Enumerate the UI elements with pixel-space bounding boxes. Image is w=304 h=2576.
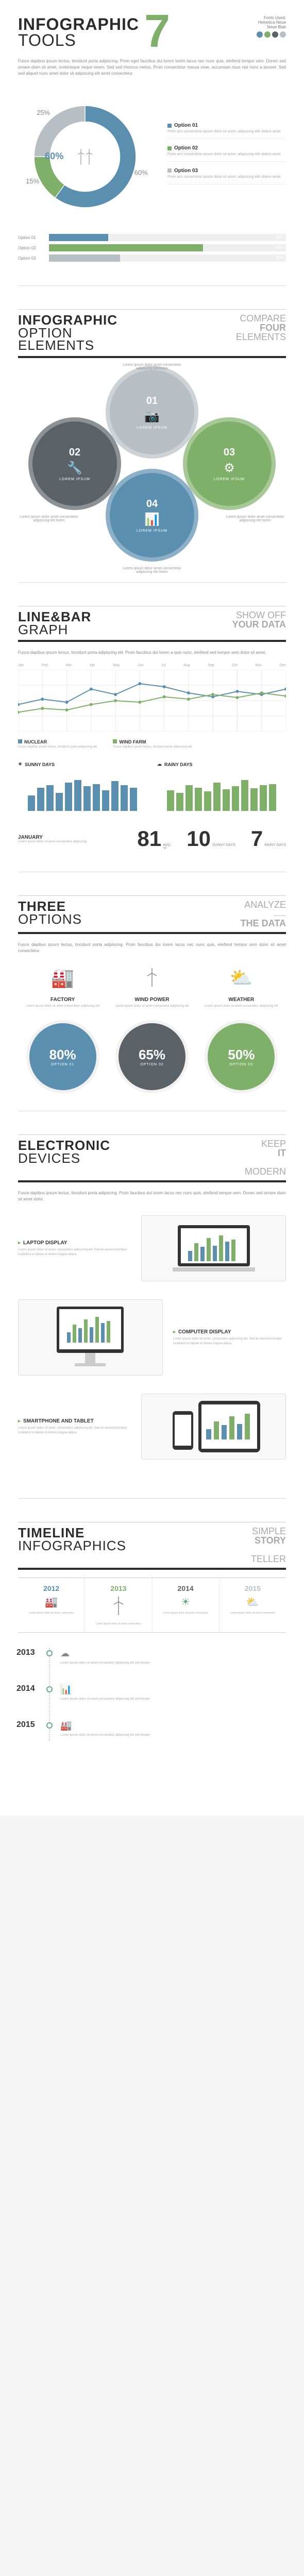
circle-option-2: 02🔧LOREM IPSUM: [28, 417, 121, 510]
line-chart: [18, 670, 286, 732]
devices-section: ELECTRONICDEVICES KEEPITMODERN Fusce dap…: [18, 1134, 286, 1499]
three-options-section: THREEOPTIONS ANALYZE——THE DATA Fusce dap…: [18, 895, 286, 1111]
donut-chart: 60% 15% 25% 60%: [18, 90, 152, 224]
timeline-v-item: 2013☁Lorem ipsum dolor sit amet consecte…: [60, 1648, 286, 1669]
timeline-year: 2013Lorem ipsum dolor sit amet consectet…: [85, 1578, 152, 1632]
bar-group: ☁RAINY DAYS: [157, 761, 286, 814]
donut-legend: Option 01Proin arci consectetur ipsum do…: [167, 123, 286, 190]
sec3-lorem: Fusce dapibus ipsum lectus, tincidunt po…: [18, 650, 286, 656]
option-item: ⛅WEATHERLorem ipsum dolor sit amet conse…: [197, 967, 286, 1008]
hbar-row: Option 0265%: [18, 244, 286, 251]
timeline-year: 2014☀Lorem ipsum dolor sit amet consecte…: [153, 1578, 219, 1632]
sec6-title: TIMELINEINFOGRAPHICS: [18, 1527, 126, 1552]
line-legend: NUCLEARFusce dapibus ipsum lectus, tinci…: [18, 739, 286, 749]
header-lorem: Fusce dapibus ipsum lectus, tincidunt po…: [18, 58, 286, 77]
svg-text:25%: 25%: [37, 109, 50, 116]
fonts-info: Fonts Used: Helvetica Neue Neue Blak: [257, 15, 286, 38]
hbar-row: Option 0125%: [18, 234, 286, 241]
sec5-lorem: Fusce dapibus ipsum lectus, tincidunt po…: [18, 1190, 286, 1202]
circle-option-1: 01📷LOREM IPSUM: [106, 366, 198, 459]
timeline-year: 2012🏭Lorem ipsum dolor sit amet consecte…: [18, 1578, 85, 1632]
stat-avg: 81AVG.°F: [137, 826, 171, 851]
timeline-v-item: 2014📊Lorem ipsum dolor sit amet consecte…: [60, 1684, 286, 1705]
device-row: ▸SMARTPHONE AND TABLETLorem ipsum dolor …: [18, 1394, 286, 1460]
timeline-year: 2015⛅Lorem ipsum dolor sit amet consecte…: [219, 1578, 286, 1632]
stat-month-desc: Lorem ipsum dolor sit amet consectetur a…: [18, 840, 122, 843]
svg-text:15%: 15%: [26, 177, 39, 185]
sec2-title: INFOGRAPHICOPTIONELEMENTS: [18, 314, 117, 352]
legend-item: Option 01Proin arci consectetur ipsum do…: [167, 123, 286, 139]
line-legend-item: NUCLEARFusce dapibus ipsum lectus, tinci…: [18, 739, 97, 749]
stat-rainy: 7RAINY DAYS: [251, 826, 286, 851]
circle-option-4: 04📊LOREM IPSUM: [106, 469, 198, 562]
sec6-sub: SIMPLESTORYTELLER: [251, 1527, 286, 1564]
main-title: INFOGRAPHICTOOLS: [18, 16, 139, 48]
pct-circle: 80%OPTION 01: [29, 1023, 96, 1090]
device-row: ▸LAPTOP DISPLAYLorem ipsum dolor sit ame…: [18, 1215, 286, 1281]
line-legend-item: WIND FARMFusce dapibus ipsum lectus, tin…: [113, 739, 192, 749]
timeline-section: TIMELINEINFOGRAPHICS SIMPLESTORYTELLER 2…: [18, 1522, 286, 1777]
legend-item: Option 02Proin arci consectetur ipsum do…: [167, 145, 286, 162]
pct-circle: 50%OPTION 03: [208, 1023, 275, 1090]
pct-circle: 65%OPTION 02: [119, 1023, 185, 1090]
header-section: INFOGRAPHICTOOLS 7 Fonts Used: Helvetica…: [18, 15, 286, 286]
sec3-sub: SHOW OFFYOUR DATA: [232, 611, 286, 629]
sec4-title: THREEOPTIONS: [18, 900, 82, 925]
sec4-sub: ANALYZE——THE DATA: [241, 900, 286, 928]
hbar-row: Option 0330%: [18, 255, 286, 262]
option-item: 🏭FACTORYLorem ipsum dolor sit amet conse…: [18, 967, 107, 1008]
four-elements-section: INFOGRAPHICOPTIONELEMENTS COMPAREFOURELE…: [18, 309, 286, 583]
sec2-sub: COMPAREFOURELEMENTS: [236, 314, 286, 342]
sec3-title: LINE&BARGRAPH: [18, 611, 91, 636]
stat-month: JANUARY: [18, 835, 122, 840]
option-item: WIND POWERLorem ipsum dolor sit amet con…: [107, 967, 196, 1008]
legend-item: Option 03Proin arci consectetur ipsum do…: [167, 168, 286, 184]
month-labels: JanFebMarAprMayJunJulAugSepOctNovDec: [18, 664, 286, 667]
horizontal-bars: Option 0125% Option 0265% Option 0330%: [18, 234, 286, 262]
sec5-title: ELECTRONICDEVICES: [18, 1139, 110, 1164]
sec5-sub: KEEPITMODERN: [245, 1139, 286, 1176]
device-row: ▸COMPUTER DISPLAYLorem ipsum dolor sit a…: [18, 1299, 286, 1376]
linebar-section: LINE&BARGRAPH SHOW OFFYOUR DATA Fusce da…: [18, 606, 286, 872]
circle-option-3: 03⚙LOREM IPSUM: [183, 417, 276, 510]
issue-number: 7: [144, 15, 170, 48]
bar-group: ☀SUNNY DAYS: [18, 761, 147, 814]
timeline-v-item: 2015🏭Lorem ipsum dolor sit amet consecte…: [60, 1720, 286, 1741]
svg-text:60%: 60%: [45, 151, 63, 161]
stat-sunny: 10SUNNY DAYS: [187, 826, 235, 851]
svg-text:60%: 60%: [134, 168, 148, 176]
sec4-lorem: Fusce dapibus ipsum lectus, tincidunt po…: [18, 942, 286, 954]
